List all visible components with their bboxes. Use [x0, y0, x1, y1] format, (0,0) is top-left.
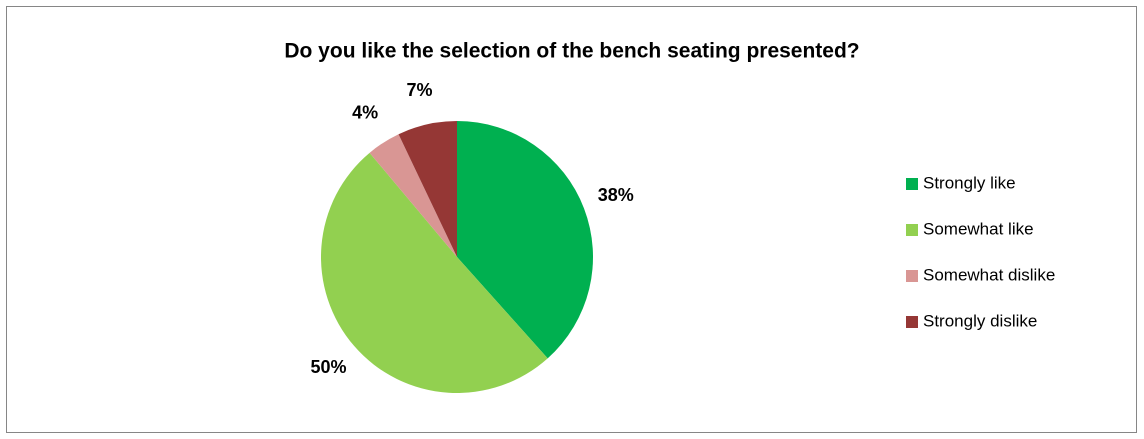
legend-swatch — [906, 178, 918, 190]
pie-slice — [321, 152, 548, 393]
legend-label: Strongly dislike — [923, 311, 1037, 330]
data-label: 4% — [352, 103, 378, 123]
legend-swatch — [906, 316, 918, 328]
legend-label: Somewhat like — [923, 219, 1034, 238]
legend-label: Strongly like — [923, 173, 1016, 192]
legend-label: Somewhat dislike — [923, 265, 1055, 284]
pie-slice — [457, 121, 593, 359]
data-label: 7% — [407, 80, 433, 100]
chart-title: Do you like the selection of the bench s… — [284, 40, 859, 63]
data-label: 50% — [311, 357, 347, 377]
pie-slice — [369, 134, 457, 257]
legend-swatch — [906, 270, 918, 282]
data-label: 38% — [598, 185, 634, 205]
pie-slice — [398, 121, 457, 257]
legend-swatch — [906, 224, 918, 236]
